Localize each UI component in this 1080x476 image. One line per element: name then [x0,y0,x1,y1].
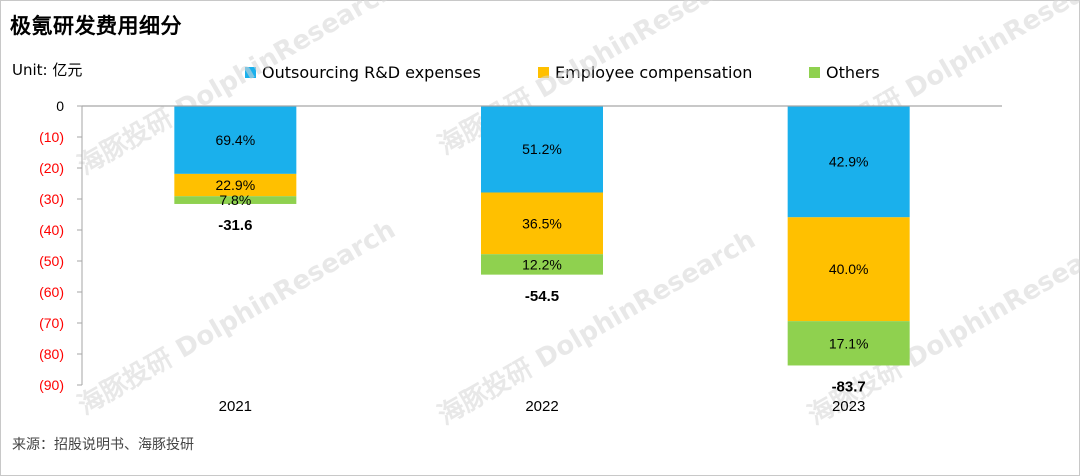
bar-segment [787,217,910,322]
y-tick-label: (70) [39,315,64,331]
legend-label-outsourcing: Outsourcing R&D expenses [262,63,481,82]
segment-share-label: 22.9% [215,177,255,193]
legend-label-others: Others [826,63,880,82]
y-tick-label: (50) [39,253,64,269]
legend-swatch-outsourcing [245,67,256,78]
bar-segment [174,196,297,204]
y-tick-label: 0 [56,98,64,114]
x-tick-label: 2023 [832,398,865,415]
total-value-label: -31.6 [218,217,252,234]
legend-swatch-others [809,67,820,78]
legend-item-employee: Employee compensation [538,63,752,82]
segment-share-label: 69.4% [215,132,255,148]
y-tick-label: (60) [39,284,64,300]
bar-segment [174,106,297,174]
legend-swatch-employee [538,67,549,78]
bar-segment [787,321,910,366]
segment-share-label: 7.8% [219,192,251,208]
bar-segment [174,173,297,197]
chart-title: 极氪研发费用细分 [10,14,182,38]
segment-share-label: 42.9% [829,154,869,170]
x-tick-label: 2021 [219,398,252,415]
total-value-label: -54.5 [525,288,559,305]
y-tick-label: (90) [39,377,64,393]
y-tick-label: (40) [39,222,64,238]
x-tick-label: 2022 [525,398,558,415]
segment-share-label: 40.0% [829,261,869,277]
total-value-label: -83.7 [832,378,866,395]
y-tick-label: (10) [39,129,64,145]
bar-segment [787,106,910,218]
segment-share-label: 12.2% [522,256,562,272]
legend-item-others: Others [809,63,880,82]
y-tick-label: (30) [39,191,64,207]
segment-share-label: 51.2% [522,141,562,157]
unit-label: Unit: 亿元 [12,61,83,79]
segment-share-label: 17.1% [829,335,869,351]
bar-segment [481,254,603,275]
y-tick-label: (20) [39,160,64,176]
y-tick-label: (80) [39,346,64,362]
bar-segment [481,106,603,193]
segment-share-label: 36.5% [522,215,562,231]
legend-label-employee: Employee compensation [555,63,753,82]
source-note: 来源：招股说明书、海豚投研 [12,437,194,453]
bar-segment [481,192,603,255]
legend-item-outsourcing: Outsourcing R&D expenses [245,63,481,82]
